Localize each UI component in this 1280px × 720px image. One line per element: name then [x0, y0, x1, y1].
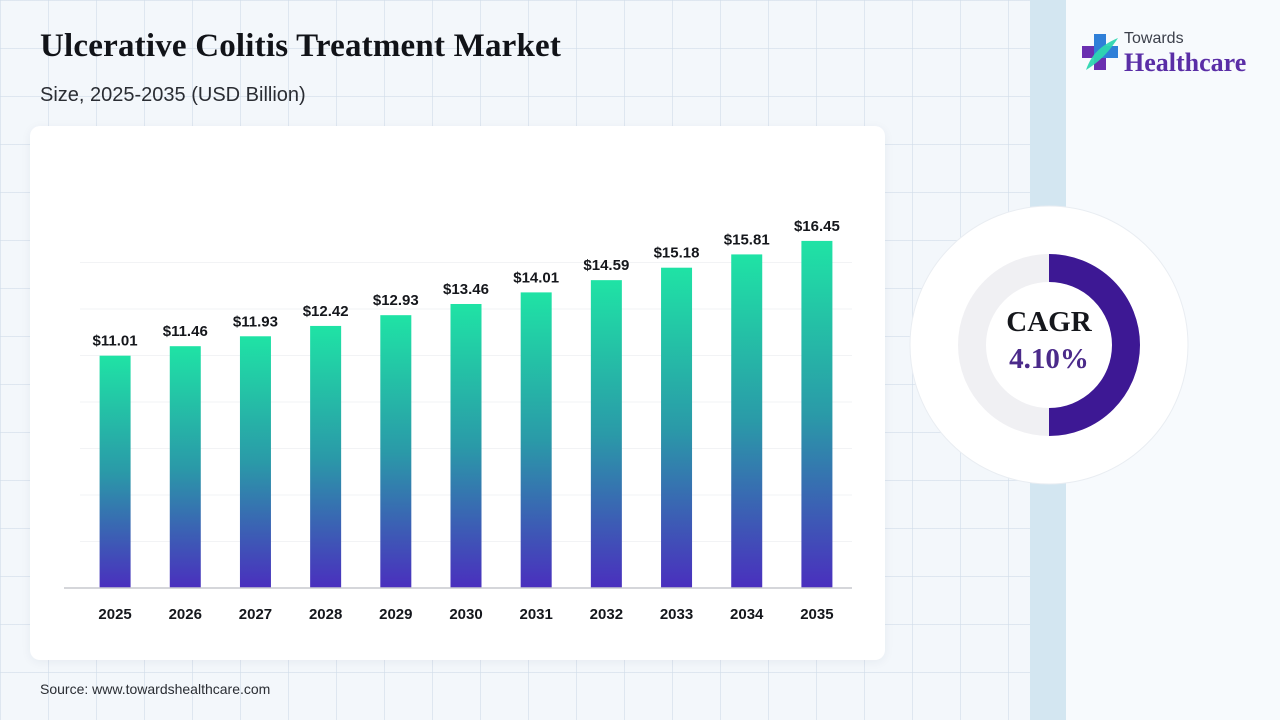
- bar-2032: [590, 280, 622, 588]
- logo-text-towards: Towards: [1124, 30, 1184, 47]
- cagr-label: CAGR: [1006, 306, 1092, 338]
- data-label-2032: $14.59: [583, 257, 629, 274]
- x-tick-2034: 2034: [730, 606, 764, 623]
- bar-2027: [239, 336, 271, 588]
- logo-text-healthcare: Healthcare: [1124, 48, 1247, 77]
- bar-2033: [661, 267, 693, 588]
- medical-cross-icon: [1082, 34, 1118, 70]
- data-label-2028: $12.42: [303, 303, 349, 320]
- cagr-donut: [909, 205, 1189, 485]
- x-tick-2030: 2030: [449, 606, 482, 623]
- cagr-widget: CAGR 4.10%: [908, 204, 1190, 486]
- x-tick-2026: 2026: [169, 606, 202, 623]
- cagr-value: 4.10%: [1009, 343, 1089, 375]
- data-label-2033: $15.18: [654, 245, 700, 262]
- brand-logo: Towards Healthcare: [1080, 28, 1260, 78]
- x-tick-2035: 2035: [800, 606, 833, 623]
- bar-2030: [450, 303, 482, 588]
- bar-chart: $11.01 $11.46 $11.93 $12.42 $12.93 $13.46 $14.…: [64, 218, 852, 623]
- source-note: Source: www.towardshealthcare.com: [40, 681, 271, 697]
- x-tick-2027: 2027: [239, 606, 272, 623]
- bar-2031: [520, 292, 552, 588]
- data-label-2030: $13.46: [443, 281, 489, 298]
- data-label-2034: $15.81: [724, 231, 770, 248]
- bar-2034: [731, 254, 763, 588]
- data-label-2035: $16.45: [794, 218, 840, 235]
- donut-outer-disc: [909, 205, 1189, 485]
- page-title: Ulcerative Colitis Treatment Market: [40, 28, 562, 64]
- bar-2026: [169, 346, 201, 588]
- x-tick-2025: 2025: [98, 606, 131, 623]
- chart-card: $11.01 $11.46 $11.93 $12.42 $12.93 $13.46 $14.…: [30, 126, 885, 660]
- data-label-2031: $14.01: [513, 269, 559, 286]
- bar-2025: [99, 355, 131, 588]
- x-tick-2031: 2031: [519, 606, 552, 623]
- bar-2035: [801, 240, 833, 588]
- data-label-2029: $12.93: [373, 292, 419, 309]
- page-subtitle: Size, 2025-2035 (USD Billion): [40, 84, 306, 106]
- bar-2028: [310, 325, 342, 588]
- data-label-2027: $11.93: [233, 313, 278, 330]
- x-tick-2028: 2028: [309, 606, 342, 623]
- bar-2029: [380, 315, 412, 588]
- donut-progress-arc: [1048, 254, 1140, 436]
- data-label-2026: $11.46: [163, 323, 208, 340]
- x-tick-2032: 2032: [590, 606, 623, 623]
- x-tick-2033: 2033: [660, 606, 693, 623]
- data-label-2025: $11.01: [93, 333, 138, 350]
- x-tick-2029: 2029: [379, 606, 412, 623]
